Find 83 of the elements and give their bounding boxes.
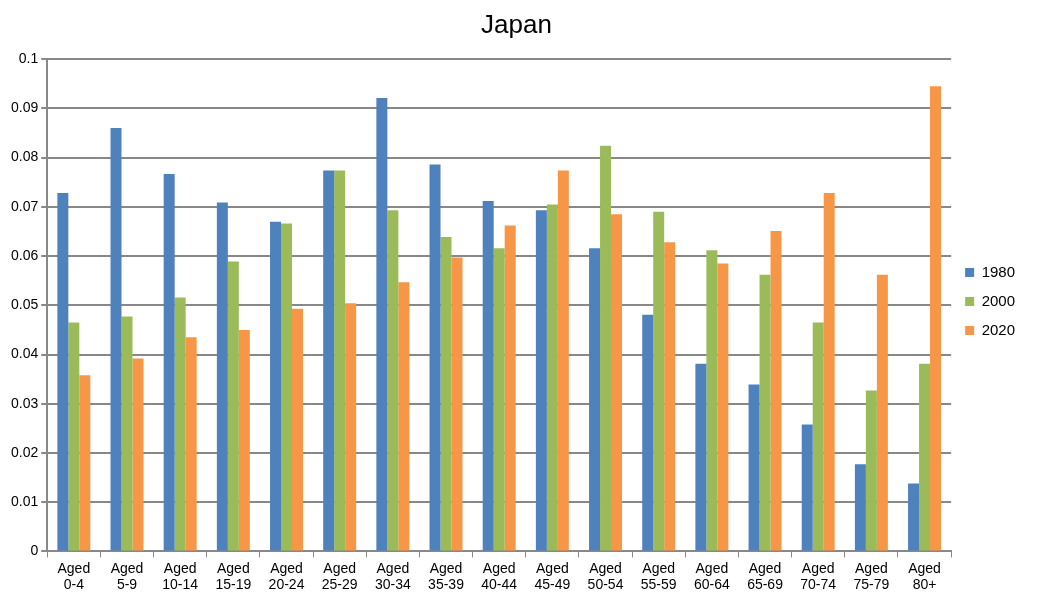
y-tick-label: 0.07 bbox=[11, 197, 39, 214]
bar bbox=[865, 390, 877, 551]
y-tick-label: 0.05 bbox=[11, 296, 39, 313]
bar bbox=[854, 464, 866, 551]
bar bbox=[57, 193, 69, 551]
x-tick-label: Aged 30-34 bbox=[374, 559, 411, 593]
bar bbox=[323, 170, 335, 551]
x-tick-label: Aged 60-64 bbox=[693, 559, 730, 593]
bar bbox=[68, 322, 80, 551]
x-tick-label: Aged 20-24 bbox=[268, 559, 305, 593]
bar bbox=[121, 316, 133, 551]
bar bbox=[695, 363, 707, 551]
bar bbox=[132, 358, 144, 551]
bar bbox=[493, 248, 505, 551]
y-tick-label: 0.1 bbox=[18, 50, 39, 67]
x-tick-label: Aged 15-19 bbox=[215, 559, 252, 593]
y-tick-label: 0.03 bbox=[11, 394, 39, 411]
bar bbox=[589, 248, 601, 551]
bar bbox=[429, 164, 441, 551]
bar bbox=[185, 337, 197, 551]
bar bbox=[664, 242, 676, 551]
bar bbox=[79, 375, 91, 551]
x-tick-label: Aged 50-54 bbox=[587, 559, 624, 593]
bar bbox=[163, 173, 175, 551]
bar bbox=[611, 214, 623, 551]
bar bbox=[440, 236, 452, 551]
y-tick-label: 0.02 bbox=[11, 443, 39, 460]
bar bbox=[812, 322, 824, 551]
y-tick-label: 0.09 bbox=[11, 99, 39, 116]
bar bbox=[919, 363, 931, 551]
bar bbox=[292, 308, 303, 551]
x-tick-label: Aged 65-69 bbox=[747, 559, 784, 593]
bar bbox=[281, 223, 293, 551]
bar bbox=[653, 211, 665, 551]
bar bbox=[748, 384, 760, 551]
bar bbox=[930, 86, 942, 551]
x-tick-label: Aged 45-49 bbox=[534, 559, 571, 593]
x-tick-label: Aged 40-44 bbox=[481, 559, 518, 593]
bar bbox=[376, 98, 388, 551]
bar bbox=[706, 250, 718, 551]
legend-label: 2020 bbox=[981, 320, 1016, 338]
bar bbox=[717, 263, 729, 551]
bar bbox=[504, 225, 516, 551]
bar bbox=[345, 303, 357, 551]
bar bbox=[557, 170, 569, 551]
y-tick-label: 0 bbox=[30, 542, 39, 559]
bar bbox=[451, 257, 463, 551]
bar bbox=[642, 314, 654, 551]
y-tick-label: 0.08 bbox=[11, 148, 39, 165]
bar bbox=[600, 145, 612, 551]
chart-title: Japan bbox=[481, 8, 552, 39]
bar bbox=[759, 274, 771, 551]
x-tick-label: Aged 75-79 bbox=[853, 559, 890, 593]
legend-label: 2000 bbox=[981, 291, 1016, 309]
x-tick-label: Aged 70-74 bbox=[800, 559, 837, 593]
legend-label: 1980 bbox=[981, 262, 1016, 280]
y-tick-label: 0.06 bbox=[11, 246, 39, 263]
bar bbox=[908, 483, 920, 551]
bar bbox=[482, 200, 494, 551]
bar bbox=[770, 230, 782, 551]
x-tick-label: Aged 5-9 bbox=[110, 559, 144, 593]
bar bbox=[216, 202, 228, 551]
bar bbox=[110, 128, 122, 551]
x-tick-label: Aged 25-29 bbox=[321, 559, 358, 593]
bar bbox=[334, 170, 346, 551]
x-tick-label: Aged 80+ bbox=[908, 559, 941, 593]
y-tick-label: 0.04 bbox=[11, 345, 39, 362]
bar bbox=[387, 210, 399, 551]
x-tick-label: Aged 0-4 bbox=[57, 559, 91, 593]
bar bbox=[876, 274, 888, 551]
bar bbox=[801, 424, 813, 551]
bar bbox=[227, 261, 239, 551]
bar bbox=[546, 204, 558, 551]
x-tick-label: Aged 35-39 bbox=[428, 559, 465, 593]
y-tick-label: 0.01 bbox=[11, 493, 39, 510]
bar bbox=[823, 193, 835, 551]
bar bbox=[535, 210, 547, 551]
bar bbox=[174, 297, 186, 551]
bar bbox=[238, 329, 250, 551]
x-tick-label: Aged 55-59 bbox=[640, 559, 677, 593]
bar bbox=[398, 282, 410, 551]
bar bbox=[270, 221, 282, 551]
x-tick-label: Aged 10-14 bbox=[162, 559, 199, 593]
